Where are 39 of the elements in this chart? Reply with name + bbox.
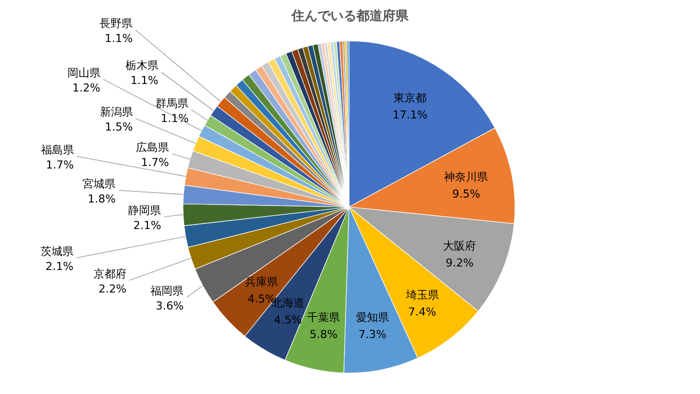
slice-label: 福島県 [40, 143, 74, 156]
slice-label: 愛知県 [356, 311, 389, 324]
slice-label: 千葉県 [307, 310, 340, 324]
data-label: 4.5% [274, 314, 302, 327]
slice-label: 岡山県 [67, 66, 100, 80]
slice-label: 東京都 [394, 91, 427, 104]
data-label: 2.1% [46, 260, 74, 273]
data-label: 1.2% [72, 81, 100, 94]
data-label: 9.5% [452, 188, 480, 200]
data-label: 1.7% [141, 156, 169, 169]
data-label: 5.8% [310, 328, 338, 341]
data-label: 1.1% [130, 74, 158, 88]
slice-label: 大阪府 [443, 239, 476, 252]
data-label: 1.1% [160, 112, 189, 125]
slice-label: 長野県 [100, 17, 133, 30]
data-label: 1.1% [104, 32, 133, 46]
data-label: 17.1% [392, 108, 428, 122]
slice-label: 神奈川県 [444, 170, 488, 184]
slice-label: 埼玉県 [404, 288, 439, 302]
data-label: 1.7% [46, 158, 74, 172]
slice-label: 京都府 [93, 267, 126, 280]
data-label: 7.3% [358, 328, 386, 342]
chart-title: 住んでいる都道府県 [290, 8, 410, 24]
slice-label: 静岡県 [128, 204, 162, 217]
slice-label: 宮城県 [82, 177, 116, 190]
slice-label: 新潟県 [100, 105, 133, 118]
slice-label: 兵庫県 [245, 276, 278, 289]
slice-label: 栃木県 [125, 59, 158, 72]
data-label: 3.6% [156, 300, 184, 313]
data-label: 1.5% [104, 120, 133, 134]
data-label: 2.1% [133, 218, 162, 232]
slice-label: 群馬県 [156, 96, 189, 110]
data-label: 1.8% [88, 192, 116, 206]
slice-label: 福岡県 [150, 284, 184, 298]
slice-label: 広島県 [136, 140, 169, 154]
slice-label: 茨城県 [40, 244, 74, 258]
data-label: 9.2% [446, 256, 474, 270]
data-label: 7.4% [408, 305, 436, 318]
data-label: 2.2% [98, 282, 126, 296]
